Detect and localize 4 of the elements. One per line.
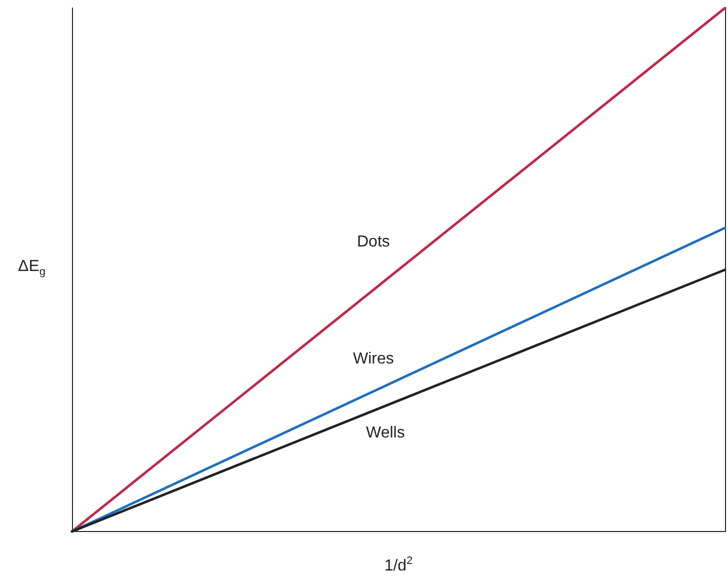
y-axis-title: ΔE$_{g}$ <box>18 258 46 278</box>
series-label: Wells <box>366 424 405 442</box>
series-label: Dots <box>356 234 390 251</box>
series-label: Wires <box>352 350 394 368</box>
